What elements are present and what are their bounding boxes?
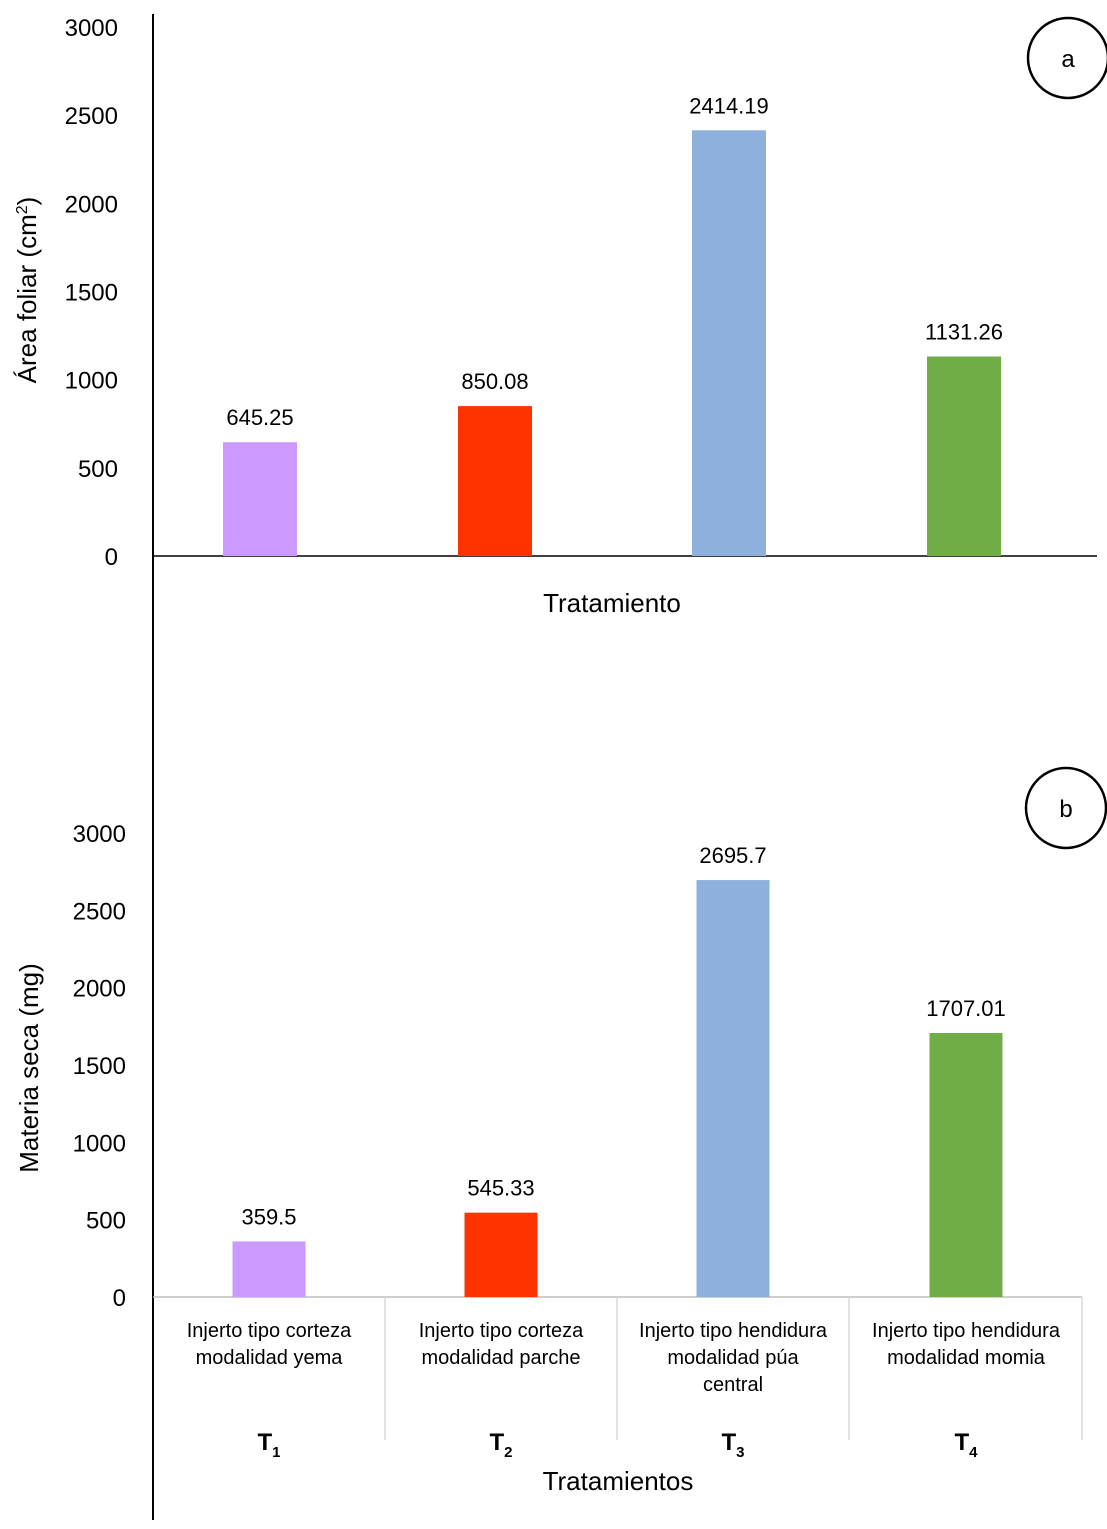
chart-a-y-tick-label: 500 [78,456,118,483]
chart-b-category-label: Injerto tipo hendidura modalidad momia [872,1320,1061,1369]
chart-b-panel-circle [1024,766,1107,850]
chart-a-y-tick-label: 3000 [65,15,118,42]
chart-b-y-tick-label: 500 [86,1208,126,1235]
chart-b-bar [929,1032,1003,1297]
chart-a-value-label: 2414.19 [689,93,769,118]
chart-a-value-label: 1131.26 [925,320,1003,345]
chart-a-bar [458,406,532,556]
chart-a-y-tick-label: 1500 [65,280,118,307]
chart-b-value-label: 359.5 [241,1204,296,1229]
chart-b-category-label: Injerto tipo hendidura modalidad púa centr… [639,1320,828,1396]
chart-b-value-label: 2695.7 [699,843,766,868]
chart-a-y-axis-title: Área foliar (cm2) [12,197,42,384]
chart-a-x-axis-title: Tratamiento [543,588,681,618]
chart-b: b Tratamientos Materia seca (mg) 0 500 100… [14,766,1107,1496]
chart-b-y-tick-label: 2000 [73,976,126,1003]
chart-a-y-tick-label: 1000 [65,368,118,395]
chart-b-treatment-label: T4 [954,1429,978,1461]
chart-b-category-label: Injerto tipo corteza modalidad yema [187,1320,352,1369]
chart-a-y-tick-label: 2500 [65,103,118,130]
chart-a-bar [223,442,297,556]
chart-b-y-tick-label: 1000 [73,1130,126,1157]
chart-a-y-tick-label: 0 [105,544,118,571]
chart-a-value-label: 850.08 [461,369,528,394]
chart-b-bar [464,1212,538,1297]
chart-b-bar [696,880,770,1297]
chart-b-value-label: 545.33 [467,1176,534,1201]
chart-a-bar [927,356,1001,556]
chart-a: a Tratamiento Área foliar (cm2) 0 500 1000… [12,15,1107,618]
chart-b-panel-label: b [1059,796,1072,823]
chart-a-value-label: 645.25 [226,405,293,430]
chart-b-treatment-label: T3 [721,1429,744,1461]
chart-a-panel-circle [1026,16,1107,100]
chart-b-treatment-label: T1 [257,1429,280,1461]
chart-b-y-tick-label: 1500 [73,1053,126,1080]
chart-b-y-axis-title: Materia seca (mg) [14,963,44,1173]
chart-b-y-tick-label: 3000 [73,821,126,848]
chart-a-y-tick-label: 2000 [65,191,118,218]
chart-a-panel-label: a [1061,46,1075,73]
chart-b-category-label: Injerto tipo corteza modalidad parche [419,1320,584,1369]
chart-b-treatment-label: T2 [489,1429,512,1461]
chart-b-value-label: 1707.01 [926,996,1006,1021]
chart-b-y-tick-label: 0 [113,1285,126,1312]
chart-b-x-axis-title: Tratamientos [543,1466,694,1496]
chart-b-bar [232,1241,306,1297]
chart-a-bar [692,130,766,556]
chart-b-y-tick-label: 2500 [73,898,126,925]
